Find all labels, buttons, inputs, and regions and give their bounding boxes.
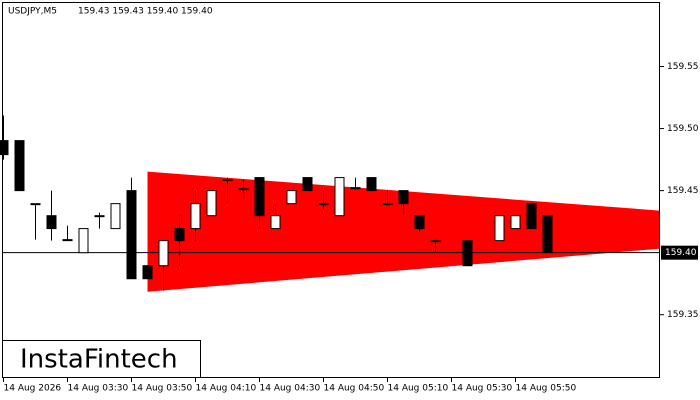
candle-body [494,215,505,242]
candle-body [462,240,473,267]
x-tick-label: 14 Aug 05:50 [516,384,577,394]
candle-body [158,240,169,267]
candle-body [542,215,553,254]
x-tick-label: 14 Aug 03:50 [132,384,193,394]
triangle-pattern [147,171,660,292]
candle-body [110,203,121,230]
candle-body [334,177,345,217]
candle-body [270,215,281,230]
candle-body [366,177,377,192]
candle-body [222,179,233,182]
y-tick-label: 159.55 [667,62,699,72]
candle-body [94,215,105,218]
x-tick-label: 14 Aug 04:50 [324,384,385,394]
candle-body [414,215,425,230]
logo-box [2,340,201,378]
candle-body [302,177,313,192]
chart-title: USDJPY,M5 [8,7,57,17]
candle-body [318,203,329,206]
candle-body [142,265,153,280]
candle-body [78,228,89,254]
y-tick-label: 159.35 [667,310,699,320]
x-tick-label: 14 Aug 03:30 [68,384,129,394]
candle-body [382,203,393,206]
candle-body [254,177,265,217]
candle-body [46,215,57,230]
candle-body [126,190,137,280]
candle-body [350,187,361,190]
candle-body [174,228,185,242]
candle-body [286,190,297,205]
candle-body [14,140,25,192]
candle-body [0,140,9,156]
candle-body [206,190,217,217]
candle-body [238,188,249,191]
y-tick-label: 159.45 [667,186,699,196]
x-tick-label: 14 Aug 2026 [4,384,62,394]
candle-body [30,203,41,206]
x-tick-label: 14 Aug 04:30 [260,384,321,394]
x-tick-label: 14 Aug 05:10 [388,384,449,394]
x-tick-label: 14 Aug 05:30 [452,384,513,394]
current-price-label: 159.40 [665,248,697,258]
y-tick-label: 159.50 [667,124,699,134]
candle-body [510,215,521,230]
current-price-box [661,245,698,260]
candle-body [190,203,201,230]
brand-logo: InstaFintech [20,345,178,375]
candle-body [62,239,73,242]
candle-body [398,190,409,205]
candle-body [526,203,537,230]
candle-body [430,240,441,243]
x-tick-label: 14 Aug 04:10 [196,384,257,394]
header-values: 159.43 159.43 159.40 159.40 [78,7,213,17]
